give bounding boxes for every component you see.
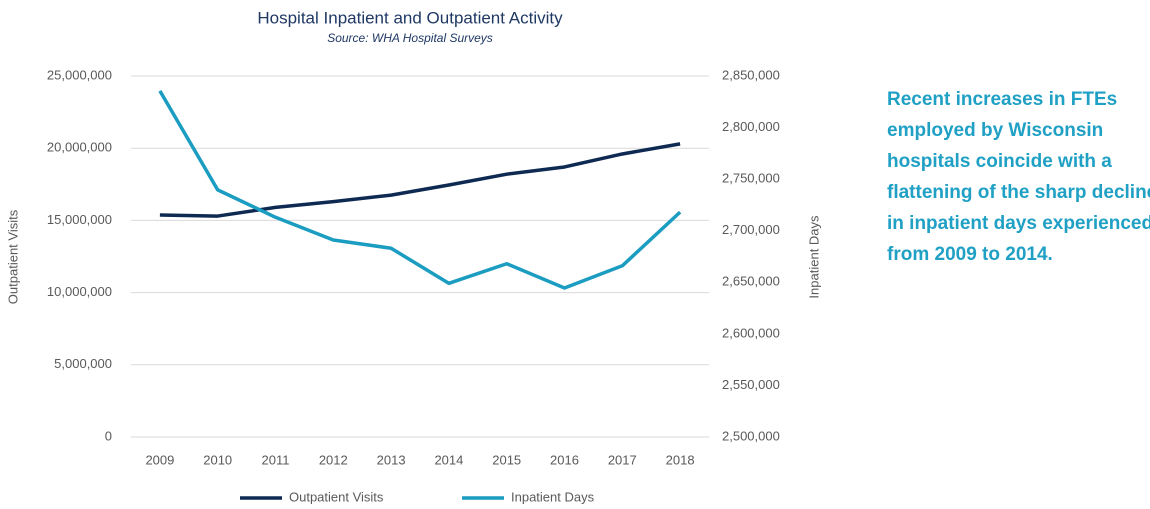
x-tick-label: 2015 [492,452,521,467]
y-axis-title: Outpatient Visits [5,209,20,304]
y-tick-label: 25,000,000 [47,67,112,82]
y2-axis-title: Inpatient Days [806,215,821,299]
y2-tick-label: 2,650,000 [722,274,780,289]
y2-tick-label: 2,750,000 [722,171,780,186]
y-tick-label: 5,000,000 [54,356,112,371]
chart: Hospital Inpatient and Outpatient Activi… [5,8,821,504]
y-tick-label: 10,000,000 [47,284,112,299]
x-tick-label: 2014 [434,452,463,467]
y2-tick-label: 2,550,000 [722,377,780,392]
y2-tick-label: 2,600,000 [722,325,780,340]
x-tick-label: 2012 [319,452,348,467]
x-tick-label: 2010 [203,452,232,467]
x-tick-label: 2013 [377,452,406,467]
chart-subtitle: Source: WHA Hospital Surveys [327,31,493,45]
legend-label: Outpatient Visits [289,489,384,504]
y-tick-label: 20,000,000 [47,140,112,155]
x-tick-label: 2011 [262,452,290,467]
legend-label: Inpatient Days [511,489,595,504]
y2-tick-label: 2,800,000 [722,119,780,134]
chart-title: Hospital Inpatient and Outpatient Activi… [257,8,563,27]
y2-tick-label: 2,850,000 [722,67,780,82]
annotation: Recent increases in FTEs employed by Wis… [887,89,1150,265]
x-tick-label: 2009 [145,452,174,467]
x-tick-label: 2017 [608,452,637,467]
x-tick-label: 2018 [666,452,695,467]
line-series [159,142,681,218]
x-tick-label: 2016 [550,452,579,467]
y-tick-label: 0 [105,428,112,443]
y2-tick-label: 2,700,000 [722,222,780,237]
y-tick-label: 15,000,000 [47,212,112,227]
y2-tick-label: 2,500,000 [722,428,780,443]
line-series [158,89,682,290]
